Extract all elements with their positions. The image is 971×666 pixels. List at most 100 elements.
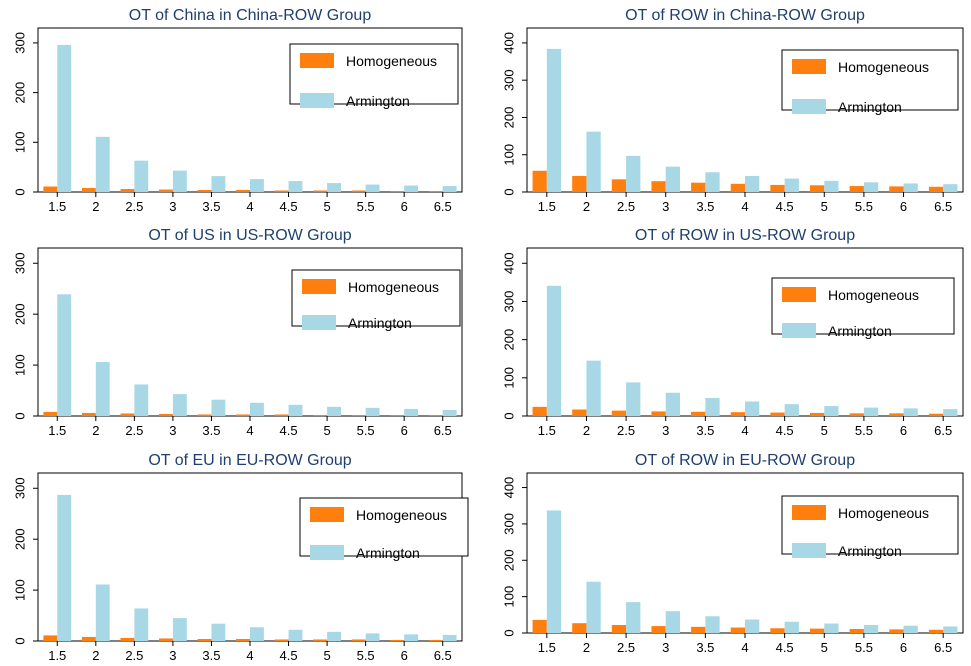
x-tick-label: 2.5 [125,423,143,438]
bar-armington-1.5 [57,494,72,641]
legend-swatch-homogeneous [300,53,334,68]
y-tick-label: 400 [502,252,517,274]
x-tick-label: 6.5 [934,199,952,214]
x-tick-label: 4.5 [776,199,794,214]
legend-label-homogeneous: Homogeneous [838,59,929,75]
y-tick-label: 100 [13,579,28,601]
x-tick-label: 3.5 [696,199,714,214]
x-tick-label: 3.5 [696,423,714,438]
legend-swatch-homogeneous [792,505,826,520]
x-tick-label: 3.5 [202,648,220,663]
bar-homogeneous-3.5 [691,626,706,633]
bar-armington-2 [586,581,601,633]
y-tick-label: 0 [13,188,28,195]
bar-armington-2.5 [626,155,641,192]
y-tick-label: 300 [13,32,28,54]
bar-homogeneous-2.5 [120,413,135,416]
bar-armington-3.5 [705,172,720,192]
x-tick-label: 4 [246,648,253,663]
bar-armington-5.5 [863,407,879,416]
x-tick-label: 4 [741,423,748,438]
bar-armington-2.5 [134,608,149,641]
bar-armington-4.5 [288,404,303,416]
x-tick-label: 1.5 [538,423,556,438]
bar-armington-3.5 [705,616,720,633]
y-tick-label: 200 [502,107,517,129]
bar-armington-5 [327,183,341,192]
bar-homogeneous-2 [572,175,587,192]
bar-armington-5.5 [863,182,879,192]
bar-homogeneous-5.5 [351,639,366,641]
bar-armington-4.5 [784,621,799,633]
bar-homogeneous-5 [810,185,825,192]
bar-homogeneous-3 [651,411,666,416]
bar-armington-4 [745,401,760,416]
x-tick-label: 3 [169,648,176,663]
x-tick-label: 5.5 [855,423,873,438]
bar-homogeneous-6.5 [428,414,443,416]
bar-homogeneous-6 [390,639,405,641]
bar-homogeneous-4.5 [274,190,289,192]
bar-homogeneous-3.5 [197,414,212,416]
x-tick-label: 1.5 [48,648,66,663]
bar-homogeneous-5.5 [849,186,864,192]
legend-label-armington: Armington [348,315,412,331]
legend-label-homogeneous: Homogeneous [346,53,437,69]
y-tick-label: 200 [502,329,517,351]
bar-armington-3 [172,618,187,641]
y-tick-label: 100 [502,586,517,608]
bar-armington-4 [745,619,760,633]
bar-homogeneous-3 [159,413,173,416]
x-tick-label: 6.5 [434,423,452,438]
y-tick-label: 200 [13,528,28,550]
x-tick-label: 5.5 [357,199,375,214]
x-tick-label: 3 [169,199,176,214]
bar-homogeneous-2.5 [120,189,135,192]
bar-homogeneous-6.5 [428,639,443,641]
x-tick-label: 1.5 [538,640,556,655]
y-tick-label: 0 [502,412,517,419]
bar-homogeneous-4.5 [770,184,785,192]
legend-swatch-armington [792,99,826,114]
x-tick-label: 4.5 [280,648,298,663]
legend-swatch-armington [792,543,826,558]
legend-swatch-homogeneous [782,287,816,302]
y-tick-label: 300 [502,513,517,535]
x-tick-label: 1.5 [48,423,66,438]
bar-homogeneous-6.5 [928,413,944,416]
bar-homogeneous-3 [159,189,173,192]
bar-homogeneous-2.5 [611,179,627,192]
y-tick-label: 400 [502,477,517,499]
bar-armington-6.5 [442,186,457,192]
bar-homogeneous-2 [81,412,96,416]
bar-armington-6 [903,183,918,192]
x-tick-label: 4 [246,199,253,214]
bar-armington-4.5 [784,178,799,192]
bar-homogeneous-6 [390,191,405,192]
bar-armington-6.5 [943,184,958,192]
bar-armington-6.5 [442,634,457,641]
x-tick-label: 3 [662,199,669,214]
legend-label-armington: Armington [356,545,420,561]
legend-label-armington: Armington [838,543,902,559]
bar-armington-2 [95,362,110,416]
x-tick-label: 5 [323,199,330,214]
bar-homogeneous-2.5 [611,410,627,416]
bar-armington-2 [95,584,110,641]
chart-panel-4: OT of ROW in US-ROW Group 0 100 200 300 400 1.… [502,227,964,438]
bar-homogeneous-6.5 [428,191,443,192]
y-tick-label: 300 [502,69,517,91]
bar-homogeneous-6.5 [928,186,944,192]
bar-homogeneous-3.5 [197,638,212,641]
bar-armington-3.5 [211,399,226,416]
bar-armington-2 [586,131,601,192]
chart-panel-3: OT of US in US-ROW Group 0 100 200 300 1.5 2 2.… [13,227,463,438]
x-tick-label: 4.5 [280,199,298,214]
bar-armington-6.5 [943,626,958,633]
bar-armington-2.5 [626,382,641,416]
x-tick-label: 6 [401,199,408,214]
bar-armington-4 [250,627,264,641]
x-tick-label: 3 [169,423,176,438]
x-tick-label: 3.5 [202,199,220,214]
x-tick-label: 4 [741,640,748,655]
